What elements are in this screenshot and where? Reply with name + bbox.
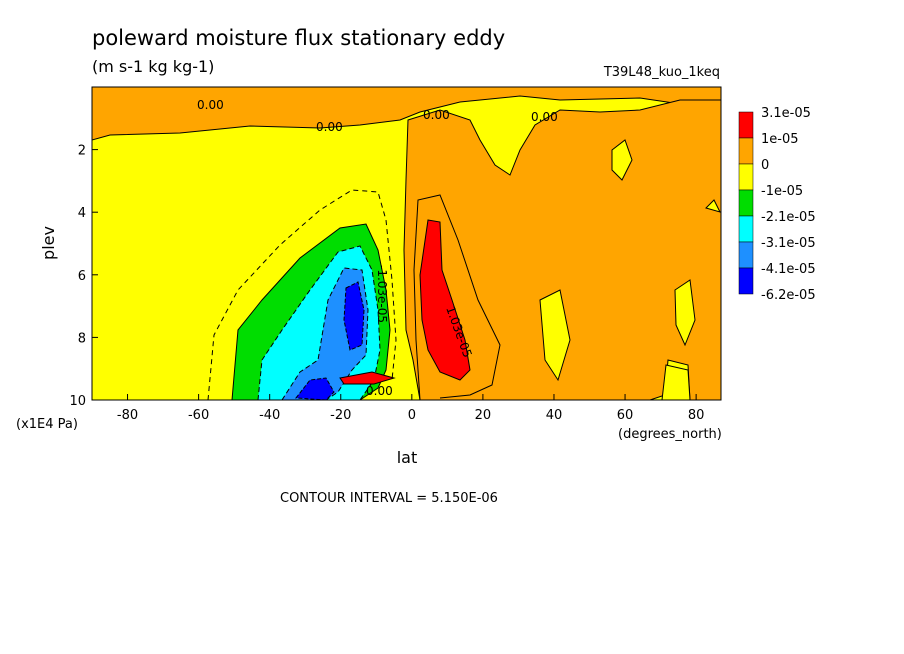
island-yellow-2 [674, 279, 696, 347]
contour-label: 0.00 [423, 108, 450, 122]
region-strong-negative-2 [295, 377, 335, 400]
legend-swatch [738, 163, 754, 191]
y-tick-label: 2 [78, 144, 86, 159]
x-tick-label: 60 [617, 408, 634, 423]
y-tick-label: 10 [69, 394, 86, 409]
x-tick-label: 40 [546, 408, 563, 423]
chart-title: poleward moisture flux stationary eddy [92, 26, 505, 50]
region-strong-negative-1 [343, 281, 365, 351]
legend-swatch [738, 241, 754, 269]
legend-label: -6.2e-05 [761, 288, 816, 303]
region-positive-nh [403, 99, 721, 400]
small-contour-triangle [705, 199, 721, 213]
legend-label: 3.1e-05 [761, 106, 811, 121]
island-yellow-3 [539, 289, 571, 382]
legend-swatch [738, 137, 754, 165]
legend-label: 1e-05 [761, 132, 799, 147]
y-axis-unit: (x1E4 Pa) [16, 417, 78, 432]
y-tick-label: 8 [78, 331, 86, 346]
legend-label: -1e-05 [761, 184, 803, 199]
legend-label: -4.1e-05 [761, 262, 816, 277]
x-tick-label: 20 [475, 408, 492, 423]
y-axis: 2 4 6 8 10 [69, 144, 98, 409]
x-tick-label: -20 [330, 408, 351, 423]
contour-label: 0.00 [366, 384, 393, 398]
legend-label: 0 [761, 158, 769, 173]
legend-swatch [738, 189, 754, 217]
legend-swatch [738, 215, 754, 243]
contour-label: 0.00 [316, 120, 343, 134]
x-tick-label: -40 [259, 408, 280, 423]
run-label: T39L48_kuo_1keq [603, 65, 720, 80]
x-axis-label: lat [397, 448, 418, 467]
x-tick-label: -60 [188, 408, 209, 423]
contour-label: -1.03e-05 [375, 265, 389, 323]
legend-swatch [738, 267, 754, 295]
island-yellow-4 [661, 364, 691, 400]
region-surface-streak [339, 371, 396, 385]
contour-positive-outer [413, 194, 501, 400]
contour-negative-outer [207, 189, 397, 400]
legend-swatch [738, 111, 754, 139]
x-tick-label: -80 [117, 408, 138, 423]
chart-units: (m s-1 kg kg-1) [92, 57, 214, 76]
contour-interval-note: CONTOUR INTERVAL = 5.150E-06 [280, 491, 498, 506]
y-tick-label: 4 [78, 206, 86, 221]
x-axis: -80 -60 -40 -20 0 20 40 60 80 [117, 394, 704, 423]
region-max-positive [419, 219, 471, 381]
y-axis-label: plev [39, 226, 58, 260]
color-legend: 3.1e-05 1e-05 0 -1e-05 -2.1e-05 -3.1e-05 -4.1e… [738, 106, 816, 303]
contour-label: 0.00 [531, 110, 558, 124]
x-axis-unit: (degrees_north) [618, 427, 722, 442]
plot-frame [91, 86, 722, 401]
island-yellow-1 [611, 139, 633, 181]
contour-label: 0.00 [197, 98, 224, 112]
y-tick-label: 6 [78, 269, 86, 284]
x-tick-label: 80 [688, 408, 705, 423]
x-tick-label: 0 [408, 408, 416, 423]
legend-label: -3.1e-05 [761, 236, 816, 251]
legend-label: -2.1e-05 [761, 210, 816, 225]
plot-area [92, 87, 721, 400]
